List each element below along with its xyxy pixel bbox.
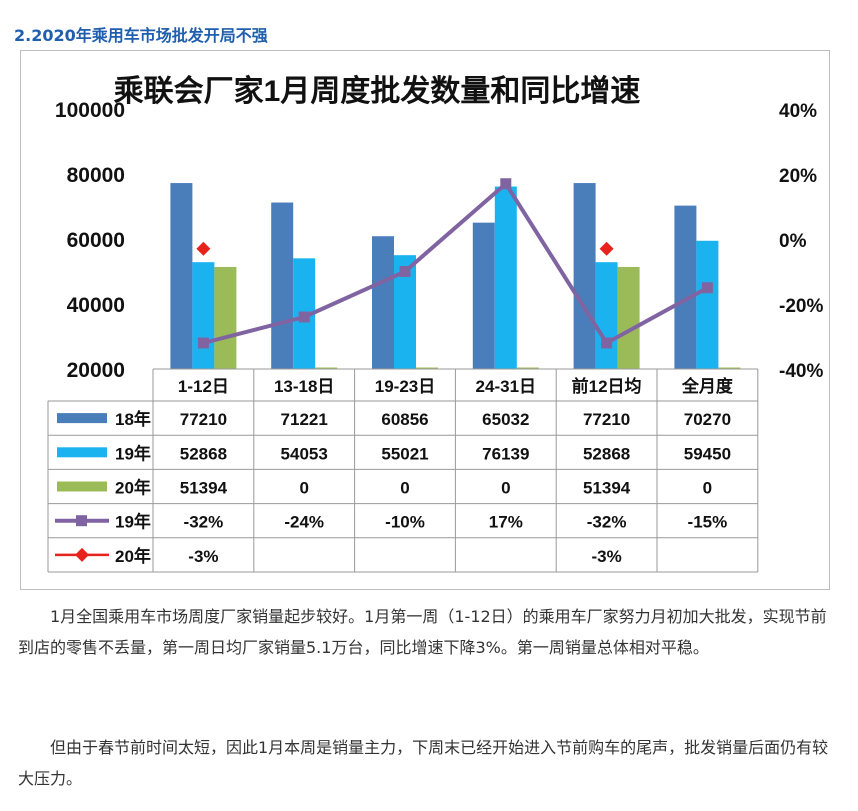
data-label: 55021 — [381, 444, 428, 463]
bar-19-0 — [192, 262, 215, 369]
y-right-tick-label: 40% — [779, 101, 817, 122]
bar-19-5 — [696, 240, 719, 369]
data-label: -3% — [591, 547, 621, 566]
bar-20-2 — [416, 367, 438, 369]
data-label: -10% — [385, 513, 425, 532]
y-right-tick-label: 20% — [779, 166, 817, 187]
legend-key-marker — [75, 547, 89, 562]
y-left-tick-label: 60000 — [67, 229, 125, 252]
data-label: 52868 — [180, 444, 227, 463]
bar-18-1 — [271, 202, 294, 369]
data-label: 60856 — [381, 410, 428, 429]
line-19-growth — [202, 181, 709, 345]
y-right-tick-label: -40% — [779, 361, 823, 382]
legend-label: 19年 — [115, 512, 151, 532]
legend-key-0 — [57, 413, 107, 424]
data-label: 59450 — [684, 444, 731, 463]
category-label: 1-12日 — [178, 377, 229, 396]
line-19-point-4 — [601, 337, 613, 349]
line-19-point-2 — [399, 266, 411, 277]
data-label: 52868 — [583, 444, 630, 463]
y-right-tick-label: 0% — [779, 231, 807, 252]
bar-18-0 — [170, 183, 193, 369]
data-label: -32% — [587, 513, 627, 532]
data-label: -24% — [284, 513, 324, 532]
data-label: 0 — [299, 479, 308, 498]
data-label: 17% — [489, 513, 523, 532]
data-label: 70270 — [684, 410, 731, 429]
category-label: 前12日均 — [572, 376, 642, 396]
paragraph-1: 1月全国乘用车市场周度厂家销量起步较好。1月第一周（1-12日）的乘用车厂家努力… — [18, 607, 827, 657]
bar-18-2 — [372, 236, 394, 369]
bar-20-1 — [315, 367, 338, 369]
bar-20-3 — [516, 367, 539, 369]
legend-label: 18年 — [115, 409, 151, 429]
y-left-tick-label: 20000 — [67, 359, 125, 382]
legend-label: 20年 — [115, 478, 151, 498]
data-label: 77210 — [180, 410, 227, 429]
category-label: 19-23日 — [375, 377, 435, 396]
data-label: 77210 — [583, 410, 630, 429]
data-label: 54053 — [281, 444, 328, 463]
data-label: 76139 — [482, 444, 529, 463]
section-heading: 2.2020年乘用车市场批发开局不强 — [14, 26, 268, 45]
line-19-point-5 — [701, 282, 713, 294]
data-label: 51394 — [583, 479, 631, 498]
chart-title: 乘联会厂家1月周度批发数量和同比增速 — [114, 75, 641, 108]
y-left-tick-label: 100000 — [55, 99, 125, 122]
category-label: 全月度 — [681, 376, 734, 396]
legend-key-2 — [57, 481, 107, 492]
data-label: 0 — [400, 479, 409, 498]
line-19-point-1 — [298, 311, 310, 323]
category-label: 13-18日 — [274, 377, 334, 396]
data-label: 51394 — [180, 479, 228, 498]
y-left-tick-label: 80000 — [67, 164, 125, 187]
bar-18-3 — [472, 222, 495, 369]
chart-frame: 乘联会厂家1月周度批发数量和同比增速 100000 80000 60000 40000 2… — [20, 50, 830, 590]
data-label: 65032 — [482, 410, 529, 429]
bar-20-4 — [617, 266, 640, 369]
bar-18-4 — [573, 183, 596, 369]
marker-20-point-0 — [196, 241, 211, 256]
bar-19-4 — [595, 262, 618, 369]
bar-19-2 — [394, 255, 416, 369]
data-label: -15% — [688, 513, 728, 532]
bar-20-5 — [718, 367, 741, 369]
data-label: 0 — [703, 479, 712, 498]
paragraph-2: 但由于春节前时间太短，因此1月本周是销量主力，下周末已经开始进入节前购车的尾声，… — [18, 738, 829, 788]
legend-label: 19年 — [115, 443, 151, 463]
bar-20-0 — [214, 266, 237, 369]
y-right-tick-label: -20% — [779, 296, 823, 317]
marker-20-point-4 — [599, 241, 614, 256]
data-label: -32% — [184, 513, 224, 532]
line-19-point-0 — [197, 337, 209, 349]
legend-key-1 — [57, 447, 107, 458]
category-label: 24-31日 — [476, 377, 536, 396]
data-label: 0 — [501, 479, 510, 498]
bar-19-3 — [494, 186, 517, 369]
y-left-tick-label: 40000 — [67, 294, 125, 317]
bar-18-5 — [674, 205, 697, 369]
legend-label: 20年 — [115, 546, 151, 566]
data-label: -3% — [188, 547, 218, 566]
data-label: 71221 — [281, 410, 328, 429]
legend-key-marker — [76, 515, 87, 527]
line-19-point-3 — [500, 178, 512, 190]
